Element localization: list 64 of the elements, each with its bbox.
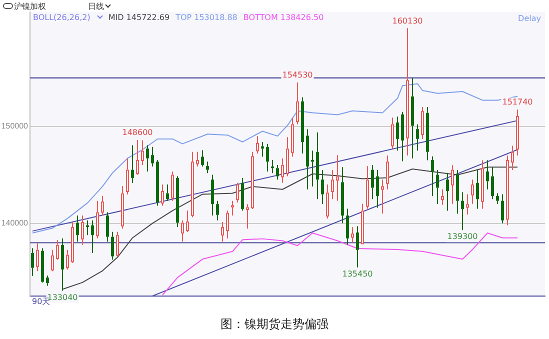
candlestick [276, 164, 279, 180]
y-tick-label: 140000 [1, 218, 29, 228]
candlestick [111, 231, 114, 260]
text: MID 145722.69 [108, 13, 170, 22]
text: 沪镍加权 [14, 1, 46, 12]
candlestick [426, 106, 429, 161]
candlestick [501, 194, 504, 224]
candlestick [461, 192, 464, 231]
candlestick [266, 143, 269, 172]
candlestick [86, 220, 89, 236]
legend-title: BOLL(26,26,2) [33, 13, 90, 22]
candlestick [456, 169, 459, 214]
candlestick [496, 192, 499, 204]
candlestick [486, 160, 489, 190]
candlestick [61, 238, 64, 292]
text: 日线 [88, 1, 105, 12]
candlestick [436, 169, 439, 204]
candlestick [76, 215, 79, 242]
candlestick [46, 275, 49, 286]
annotation: Delay [518, 14, 541, 23]
annotation: 151740 [502, 98, 533, 107]
candlestick [411, 77, 414, 159]
candlestick [271, 160, 274, 174]
candlestick [241, 177, 244, 212]
candlestick [201, 150, 204, 168]
candlestick [176, 176, 179, 228]
text: BOTTOM 138426.50 [243, 13, 324, 22]
candlestick [446, 172, 449, 212]
candlestick [316, 132, 319, 200]
candlestick [476, 169, 479, 210]
candlestick [346, 208, 349, 246]
candlestick [131, 144, 134, 184]
candlestick [321, 169, 324, 204]
candlestick [206, 161, 209, 174]
annotation: 139300 [447, 232, 478, 242]
candlestick [156, 160, 159, 206]
annotation: 160130 [392, 16, 423, 26]
annotation: 154530 [282, 70, 313, 80]
candlestick [151, 146, 154, 168]
candlestick [146, 144, 149, 172]
annotation: 133040 [47, 292, 78, 302]
text: TOP 153018.88 [176, 13, 238, 22]
candlestick [431, 156, 434, 197]
candlestick [401, 111, 404, 162]
candlestick [216, 200, 219, 221]
y-tick-label: 150000 [1, 122, 29, 131]
candlestick [311, 150, 314, 187]
candlestick [31, 248, 34, 276]
candlestick [356, 226, 359, 268]
candlestick [91, 220, 94, 254]
candlestick [416, 124, 419, 152]
candlestick [371, 164, 374, 200]
annotation: 148600 [122, 128, 153, 138]
text: 图：镍期货走势偏强 [220, 316, 330, 333]
candlestick [211, 174, 214, 216]
candlestick [491, 166, 494, 200]
candlestick [106, 212, 109, 242]
candlestick [166, 184, 169, 202]
annotation: 135450 [342, 269, 373, 278]
candlestick [306, 128, 309, 190]
candlestick [376, 169, 379, 208]
candlestick [396, 116, 399, 152]
candlestick [301, 96, 304, 154]
candlestick [341, 166, 344, 224]
